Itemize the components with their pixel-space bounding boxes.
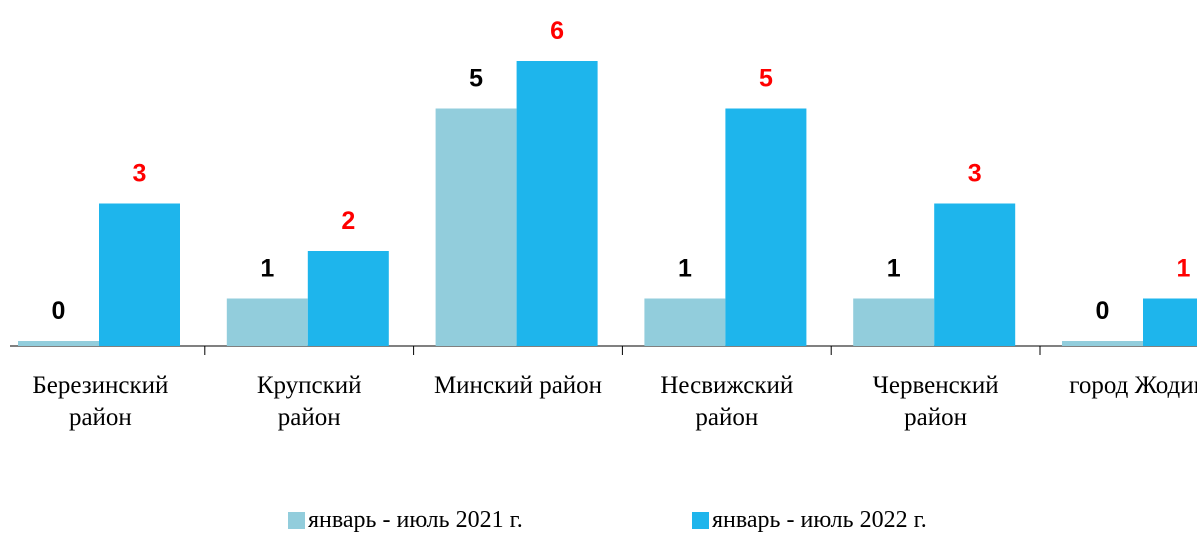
data-label: 1	[1177, 255, 1191, 283]
data-label: 1	[260, 255, 274, 283]
bar	[516, 61, 598, 346]
data-label: 5	[469, 65, 483, 93]
bar	[435, 108, 517, 346]
data-label: 0	[52, 297, 66, 325]
bar	[307, 251, 389, 346]
data-label: 1	[887, 255, 901, 283]
legend-swatch	[288, 512, 305, 529]
x-tick-label: Червенский район	[872, 372, 999, 431]
bar	[99, 203, 180, 346]
data-label: 0	[1096, 297, 1110, 325]
bar	[934, 203, 1016, 346]
legend-swatch	[692, 512, 709, 529]
data-label: 2	[341, 207, 355, 235]
legend-item: январь - июль 2022 г.	[692, 507, 927, 533]
bar	[1143, 298, 1197, 346]
x-tick-label: Крупский район	[256, 372, 362, 431]
bar	[18, 341, 99, 346]
data-label: 1	[678, 255, 692, 283]
bar	[725, 108, 807, 346]
data-label: 6	[550, 17, 564, 45]
bar	[1062, 341, 1143, 346]
legend-item: январь - июль 2021 г.	[288, 507, 523, 533]
bar	[853, 298, 935, 346]
x-tick-label: Несвижский район	[660, 372, 794, 431]
legend-label: январь - июль 2021 г.	[308, 507, 523, 533]
x-tick-label: город Жодино	[1069, 372, 1197, 399]
bar	[226, 298, 308, 346]
x-tick-label: Минский район	[433, 372, 603, 399]
data-label: 5	[759, 65, 773, 93]
data-label: 3	[133, 160, 147, 188]
bar	[644, 298, 726, 346]
legend-label: январь - июль 2022 г.	[712, 507, 927, 533]
data-label: 3	[968, 160, 982, 188]
x-tick-label: Березинский район	[32, 372, 169, 431]
